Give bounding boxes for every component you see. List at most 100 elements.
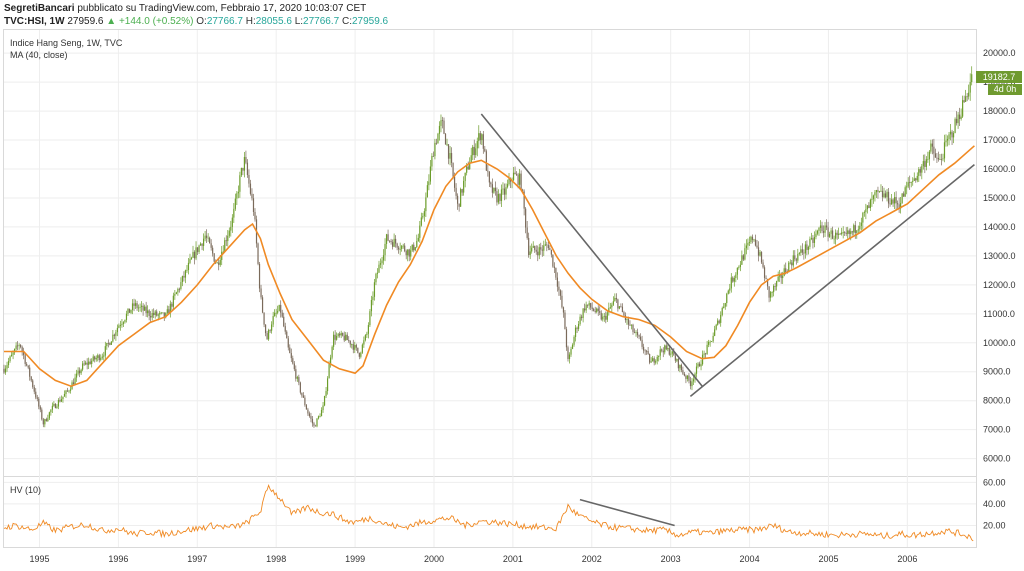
candle-body	[134, 303, 137, 306]
candle-body	[653, 358, 655, 363]
candle-body	[848, 230, 850, 235]
candle-body	[207, 237, 209, 239]
x-tick-label: 1995	[29, 554, 49, 564]
candle-body	[136, 303, 138, 309]
candle-body	[623, 312, 625, 316]
candle-body	[732, 277, 734, 282]
candle-body	[316, 418, 318, 427]
candle-body	[863, 212, 865, 213]
last-price-tag: 19182.7	[976, 71, 1022, 83]
candle-body	[747, 242, 749, 246]
candle-body	[97, 355, 99, 358]
candle-body	[816, 230, 819, 234]
candle-body	[537, 251, 539, 256]
candle-body	[827, 227, 829, 237]
candle-body	[283, 316, 285, 327]
candle-body	[239, 175, 241, 192]
trend-layer[interactable]	[480, 113, 975, 527]
candle-body	[396, 243, 398, 248]
candle-body	[804, 244, 806, 254]
candle-body	[320, 410, 323, 417]
candle-body	[515, 174, 518, 176]
hv-legend[interactable]: HV (10)	[10, 485, 42, 495]
candle-body	[960, 116, 962, 119]
candle-body	[263, 312, 265, 325]
candle-body	[971, 74, 973, 83]
candle-body	[875, 190, 878, 193]
candle-body	[836, 232, 838, 235]
candle-body	[21, 346, 23, 352]
candle-body	[815, 233, 817, 237]
candle-body	[343, 335, 345, 341]
y-tick-label: 8000.0	[983, 396, 1011, 406]
candle-body	[792, 255, 794, 266]
candle-body	[925, 159, 927, 167]
candle-body	[605, 315, 607, 320]
x-tick-label: 2004	[740, 554, 760, 564]
candle-body	[700, 364, 702, 367]
candle-body	[299, 382, 301, 393]
candle-body	[671, 351, 673, 354]
candle-body	[154, 311, 156, 316]
candle-body	[683, 373, 686, 376]
candle-body	[588, 303, 590, 306]
close-value: 27959.6	[351, 16, 389, 27]
candle-body	[928, 151, 930, 160]
candle-body	[514, 172, 516, 175]
candle-body	[765, 277, 767, 280]
candle-body	[502, 188, 504, 190]
candle-body	[655, 361, 657, 363]
candle-body	[219, 259, 221, 265]
candle-body	[959, 114, 961, 119]
candle-body	[331, 346, 333, 358]
candle-body	[685, 375, 687, 379]
candle-body	[399, 248, 401, 250]
candle-body	[364, 335, 366, 341]
candle-body	[667, 348, 669, 350]
author-name[interactable]: SegretiBancari	[4, 3, 75, 14]
candle-body	[921, 166, 923, 173]
candle-body	[535, 249, 537, 252]
candle-body	[756, 245, 758, 248]
candle-body	[461, 189, 463, 193]
candle-body	[10, 354, 13, 357]
candle-body	[561, 295, 563, 308]
candle-body	[23, 351, 25, 356]
candle-body	[766, 279, 769, 287]
candle-body	[745, 245, 748, 249]
candle-body	[258, 263, 261, 289]
candle-body	[466, 166, 468, 173]
candle-body	[63, 394, 66, 397]
x-tick-label: 2005	[818, 554, 838, 564]
candle-body	[404, 245, 406, 251]
candle-body	[629, 324, 631, 326]
ma-40-line	[4, 145, 975, 388]
candle-body	[431, 156, 433, 167]
candle-body	[821, 225, 823, 232]
candle-body	[724, 303, 726, 307]
candle-body	[322, 405, 324, 411]
candle-body	[301, 392, 303, 396]
candle-body	[642, 346, 645, 351]
candle-body	[230, 226, 232, 231]
candle-body	[202, 238, 205, 246]
candle-body	[69, 389, 72, 391]
candle-body	[573, 336, 575, 345]
high-value: 28055.6	[255, 16, 292, 27]
candle-body	[440, 120, 442, 126]
candle-body	[381, 260, 383, 264]
candle-body	[868, 205, 870, 209]
candle-body	[88, 361, 90, 365]
candle-body	[284, 326, 286, 332]
candle-body	[245, 157, 247, 163]
candle-body	[62, 396, 64, 400]
main-legend[interactable]: Indice Hang Seng, 1W, TVC	[10, 38, 123, 48]
candle-body	[183, 275, 185, 278]
candle-body	[336, 336, 338, 340]
candle-body	[195, 247, 197, 259]
candle-body	[880, 190, 882, 192]
candle-body	[735, 274, 737, 278]
candle-body	[757, 247, 760, 256]
ma-legend[interactable]: MA (40, close)	[10, 50, 68, 60]
